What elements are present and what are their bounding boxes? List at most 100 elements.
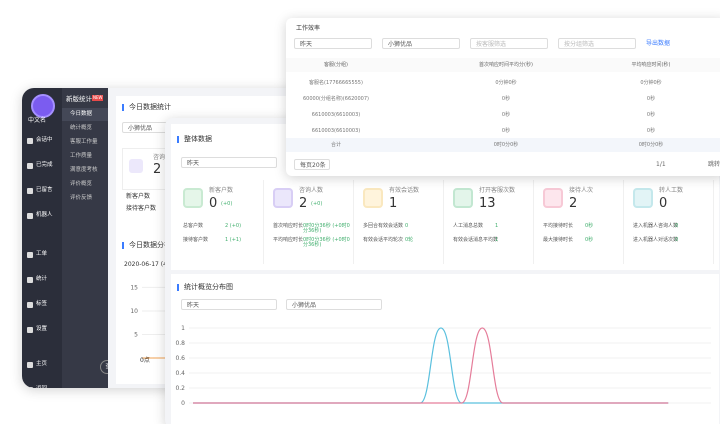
cell: 0秒 <box>646 96 656 102</box>
stat-card: 有效会话数 1 多回合有效会话数 0 有效会话平均轮次 0轮 <box>357 180 444 264</box>
active-bar <box>62 108 108 121</box>
value: 0 <box>209 196 218 211</box>
section-title: 整体数据 <box>177 136 212 143</box>
y-tick-label: 5 <box>134 331 138 338</box>
cell: 0秒 <box>646 128 656 134</box>
stat-card: 接待人次 2 平均接待时长 0秒 最大接待时长 0秒 <box>537 180 624 264</box>
value: 2 <box>153 162 162 177</box>
row-label: 平均接待时长 <box>543 223 574 229</box>
label: 转人工数 <box>659 187 684 194</box>
series-line <box>193 327 669 404</box>
period-select[interactable]: 昨天 <box>181 157 277 168</box>
nav-item: 标签 <box>36 301 48 307</box>
row-value: 1 <box>495 237 499 243</box>
icon <box>183 188 203 208</box>
row-label: 有效会话消息平均数 <box>453 237 499 243</box>
y-tick-label: 0.4 <box>175 370 185 377</box>
page-size[interactable]: 每页20条 <box>294 159 330 170</box>
header-cell: 首次响应时间平均分(秒) <box>479 62 533 68</box>
menu-item: 工作质量 <box>70 153 93 159</box>
row-value: 0秒 <box>585 237 594 243</box>
cell: 6610003(6610003) <box>311 112 361 118</box>
row-value: 0 <box>405 223 409 229</box>
row-value: 1 (+1) <box>225 237 242 243</box>
export-button[interactable]: 导出数据 <box>646 40 671 47</box>
sidebar: 中文名 会话中已完成已留言机器人工单统计标签设置主页返回 <box>22 88 62 388</box>
stat-card: 咨询人数 2 (+0) 首次响应时长 0时0分36秒 (+0时0分36秒) 平均响应时长 0… <box>267 180 354 264</box>
row-label: 进入机器人咨询人数 <box>633 223 679 229</box>
y-tick-label: 0.8 <box>175 340 185 347</box>
efficiency-window: 工作效率 导出数据 每页20条 1/1 跳转 昨天 小狮优品 按客服筛选 按分组筛选客… <box>286 18 720 176</box>
section-title: 今日数据统计 <box>122 104 171 111</box>
series-line <box>193 327 669 404</box>
row-label: 平均响应时长 <box>273 237 304 243</box>
cell: 0秒 <box>501 128 511 134</box>
nav-icon <box>27 138 33 144</box>
menu-item: 评价概览 <box>70 181 93 187</box>
jump[interactable]: 跳转 <box>708 161 720 168</box>
row-value: 0 <box>675 223 679 229</box>
row-label: 进入机器人对话次数 <box>633 237 679 243</box>
cell: 0分钟0秒 <box>640 80 662 86</box>
row-value: 0 <box>675 237 679 243</box>
header-cell: 客服(分组) <box>324 62 348 68</box>
filter-select: 按客服筛选 <box>470 38 548 49</box>
cell: 0秒 <box>646 112 656 118</box>
period-select[interactable]: 昨天 <box>181 299 277 310</box>
title: 工作效率 <box>296 25 321 32</box>
label: 咨询人数 <box>299 187 324 194</box>
delta: (+0) <box>221 201 233 207</box>
menu-item: 今日数据 <box>70 111 93 117</box>
nav-icon <box>27 252 33 258</box>
shop-select[interactable]: 小狮优品 <box>286 299 382 310</box>
nav-icon <box>27 302 33 308</box>
row-label: 多回合有效会话数 <box>363 223 404 229</box>
row-value: 1 <box>495 223 499 229</box>
menu-title: 新版统计 <box>66 95 92 103</box>
cell: 6610003(6610003) <box>311 128 361 134</box>
value: 1 <box>389 196 398 211</box>
stat-card: 新客户数 0 (+0) 总客户数 2 (+0) 接待客户数 1 (+1) <box>177 180 264 264</box>
row-label: 最大接待时长 <box>543 237 574 243</box>
value: 13 <box>479 196 496 211</box>
icon <box>633 188 653 208</box>
y-tick-label: 0.2 <box>175 385 185 392</box>
label: 打开客服次数 <box>479 187 516 194</box>
nav-item: 机器人 <box>36 212 53 218</box>
y-tick-label: 1 <box>181 325 185 332</box>
row-label: 人工消息总数 <box>453 223 484 229</box>
value: 2 <box>569 196 578 211</box>
menu: 新版统计 NEW 查看旧版统计 今日数据统计概览客服工作量工作质量满意度考核评价… <box>62 88 144 388</box>
icon <box>453 188 473 208</box>
icon <box>363 188 383 208</box>
header-row <box>286 58 720 72</box>
cell: 0秒 <box>501 112 511 118</box>
cell: 客服名(17766665555) <box>309 80 363 86</box>
cell: 0秒 <box>501 96 511 102</box>
menu-item: 客服工作量 <box>70 139 98 145</box>
row-value: 0时0分36秒 (+0时0分36秒) <box>303 223 350 234</box>
nav-icon <box>27 163 33 169</box>
nav-item: 设置 <box>36 326 48 332</box>
row-label: 新客户数 <box>126 193 151 200</box>
nav-item: 主页 <box>36 361 48 367</box>
label: 接待人次 <box>569 187 594 194</box>
page-indicator: 1/1 <box>656 161 666 168</box>
row-value: 0秒 <box>585 223 594 229</box>
section-title: 今日数据分布 <box>122 242 171 249</box>
total-cell: 0时0分0秒 <box>493 142 519 148</box>
icon <box>543 188 563 208</box>
avatar <box>31 94 55 118</box>
menu-item: 统计概览 <box>70 125 93 131</box>
filter-select: 按分组筛选 <box>558 38 636 49</box>
row-value: 2 (+0) <box>225 223 242 229</box>
icon <box>129 159 143 173</box>
stat-cards: 新客户数 0 (+0) 总客户数 2 (+0) 接待客户数 1 (+1) 咨询人数 2 (+0) 首… <box>177 180 717 264</box>
overview-chart: 0 0.2 0.4 0.6 0.8 1 <box>175 325 711 407</box>
overall-window: 整体数据 昨天 新客户数 0 (+0) 总客户数 2 (+0) 接待客户数 1 (+1) 咨询… <box>165 118 720 424</box>
filter-select: 小狮优品 <box>382 38 460 49</box>
menu-item: 满意度考核 <box>70 167 98 173</box>
y-tick-label: 0.6 <box>175 355 185 362</box>
y-tick-label: 10 <box>130 308 138 315</box>
